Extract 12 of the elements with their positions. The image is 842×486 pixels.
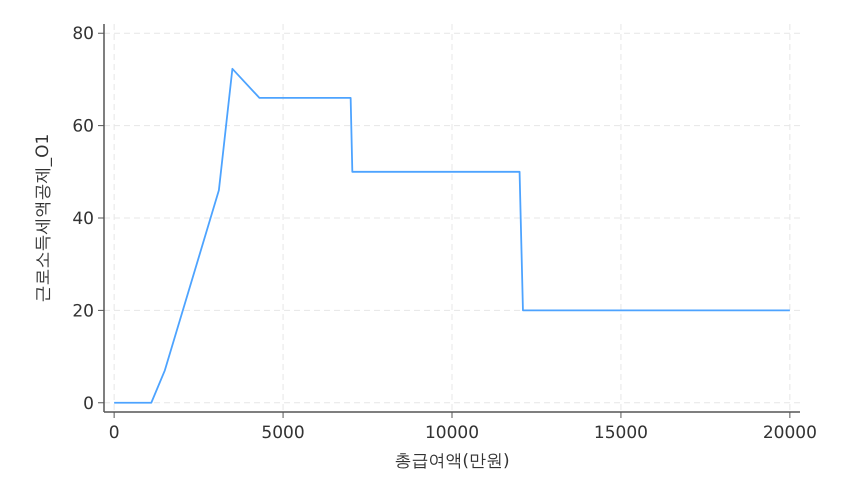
x-axis-title: 총급여액(만원) bbox=[394, 451, 510, 471]
y-tick-label: 40 bbox=[72, 209, 94, 229]
y-tick-label: 80 bbox=[72, 24, 94, 44]
x-tick-label: 20000 bbox=[762, 423, 817, 443]
x-tick-label: 0 bbox=[108, 423, 120, 443]
y-axis-title: 근로소득세액공제_O1 bbox=[33, 134, 53, 302]
y-tick-label: 0 bbox=[83, 394, 94, 414]
x-tick-label: 15000 bbox=[594, 423, 648, 443]
x-tick-label: 5000 bbox=[261, 423, 305, 443]
y-tick-label: 20 bbox=[72, 301, 94, 322]
x-tick-label: 10000 bbox=[424, 423, 480, 443]
y-tick-label: 60 bbox=[72, 116, 94, 137]
